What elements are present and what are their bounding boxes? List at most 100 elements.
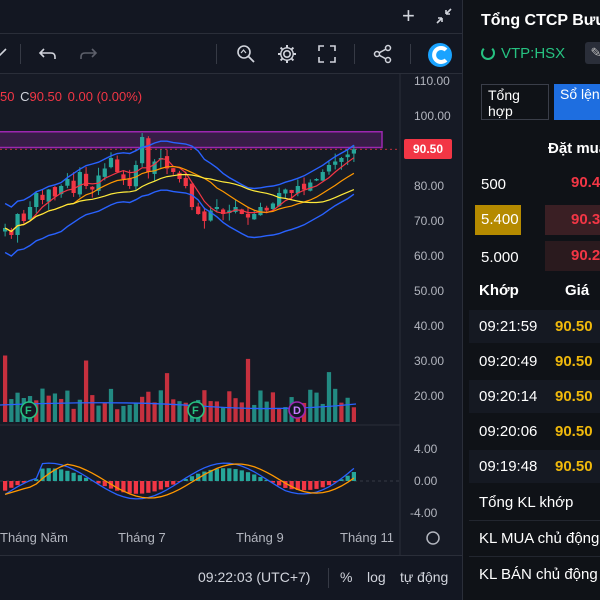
active-sell-label: KL BÁN chủ động <box>479 566 598 583</box>
volume-bar <box>108 388 114 422</box>
auto-toggle[interactable]: tự động <box>400 569 449 585</box>
log-toggle[interactable]: log <box>367 569 386 585</box>
menu-icon[interactable] <box>0 43 8 67</box>
x-tick-label: Tháng 7 <box>118 530 166 545</box>
tab-overview[interactable]: Tổng hợp <box>481 84 549 120</box>
match-row: 09:20:49 90.50 <box>469 345 600 378</box>
volume-bar <box>214 401 219 422</box>
osc-tick-label: 0.00 <box>414 474 438 488</box>
volume-bar <box>171 399 176 422</box>
candle-body <box>171 168 176 172</box>
volume-bar <box>258 390 263 422</box>
candle-body <box>264 207 269 211</box>
chart-bottom-bar: 09:22:03 (UTC+7) % log tự động <box>0 555 462 600</box>
candle-body <box>9 230 14 235</box>
candle-body <box>102 168 107 177</box>
volume-bar <box>164 373 170 422</box>
match-price-header: Giá <box>565 282 590 299</box>
candle-body <box>333 161 338 165</box>
expand-icon[interactable] <box>316 43 338 69</box>
y-tick-label: 50.00 <box>414 284 444 298</box>
app-logo[interactable] <box>426 41 454 73</box>
bid-price: 90.30 <box>545 205 600 235</box>
refresh-icon[interactable] <box>481 46 495 60</box>
match-time-header: Khớp <box>479 282 519 299</box>
candle-body <box>140 137 145 164</box>
candle-body <box>208 210 213 221</box>
bollinger-lower <box>4 189 355 257</box>
volume-bar <box>52 393 58 422</box>
candle-body <box>77 172 82 195</box>
candle-body <box>40 194 45 200</box>
candle-body <box>339 158 344 162</box>
volume-bar <box>283 407 288 422</box>
volume-bar <box>127 404 132 422</box>
volume-bar <box>270 392 276 422</box>
candle-body <box>214 207 219 209</box>
candle-body <box>289 189 294 193</box>
tab-orderbook[interactable]: Sổ lệnh <box>554 84 600 120</box>
close-value: 90.50 <box>29 89 63 104</box>
volume-bar <box>326 372 332 422</box>
volume-bar <box>96 405 101 422</box>
volume-bar <box>208 401 213 422</box>
marker-label: F <box>25 405 32 417</box>
volume-bar <box>9 399 14 422</box>
candle-body <box>15 214 20 235</box>
match-price: 90.50 <box>555 388 593 405</box>
volume-bar <box>46 395 51 422</box>
settings-icon[interactable] <box>276 43 298 69</box>
clock-time: 09:22:03 (UTC+7) <box>198 569 311 585</box>
chart-top-toolbar: + <box>0 0 462 34</box>
x-tick-label: Tháng Năm <box>0 530 68 545</box>
volume-bar <box>320 403 325 422</box>
total-volume-label: Tổng KL khớp <box>479 494 574 511</box>
volume-bar <box>133 403 139 422</box>
match-time: 09:20:06 <box>479 423 538 440</box>
price-chart[interactable]: 110.00100.0090.0080.0070.0060.0050.0040.… <box>0 74 462 555</box>
edit-icon[interactable]: ✎ <box>585 42 600 64</box>
candle-body <box>108 158 114 168</box>
y-tick-label: 60.00 <box>414 249 444 263</box>
candle-body <box>320 172 325 181</box>
undo-icon[interactable] <box>38 44 58 68</box>
bid-price: 90.20 <box>545 241 600 271</box>
bid-volume: 5.000 <box>481 249 519 266</box>
candle-body <box>326 165 332 172</box>
toolbar-divider <box>354 44 355 64</box>
match-row: 09:19:48 90.50 <box>469 450 600 483</box>
candle-body <box>115 159 120 172</box>
volume-bar <box>158 390 163 422</box>
redo-icon[interactable] <box>78 44 98 68</box>
last-price-tag: 90.50 <box>404 139 452 159</box>
candle-body <box>52 187 58 197</box>
fullscreen-icon[interactable] <box>434 6 454 30</box>
y-tick-label: 30.00 <box>414 354 444 368</box>
volume-bar <box>115 409 120 422</box>
osc-tick-label: -4.00 <box>410 506 438 520</box>
bid-row[interactable]: 5.400 90.30 <box>469 205 600 237</box>
add-icon[interactable]: + <box>402 3 415 28</box>
volume-bar <box>71 408 76 422</box>
volume-bar <box>140 396 145 422</box>
volume-bar <box>339 402 344 422</box>
volume-bar <box>121 405 126 422</box>
volume-bar <box>227 391 232 422</box>
candle-body <box>27 207 33 220</box>
share-icon[interactable] <box>372 43 394 69</box>
volume-bar <box>351 407 356 422</box>
bid-row[interactable]: 500 90.40 <box>469 168 600 200</box>
candle-body <box>152 161 157 174</box>
search-icon[interactable] <box>235 43 257 69</box>
percent-toggle[interactable]: % <box>340 569 353 585</box>
ma-slow-line <box>4 173 355 233</box>
volume-bar <box>252 404 257 422</box>
bid-row[interactable]: 5.000 90.20 <box>469 241 600 273</box>
axis-settings-icon[interactable] <box>426 531 440 545</box>
volume-bar <box>40 388 45 422</box>
volume-bar <box>177 401 182 422</box>
chart-toolbar <box>0 34 462 74</box>
toolbar-divider <box>410 44 411 64</box>
ticker-symbol[interactable]: VTP:HSX <box>501 45 566 62</box>
